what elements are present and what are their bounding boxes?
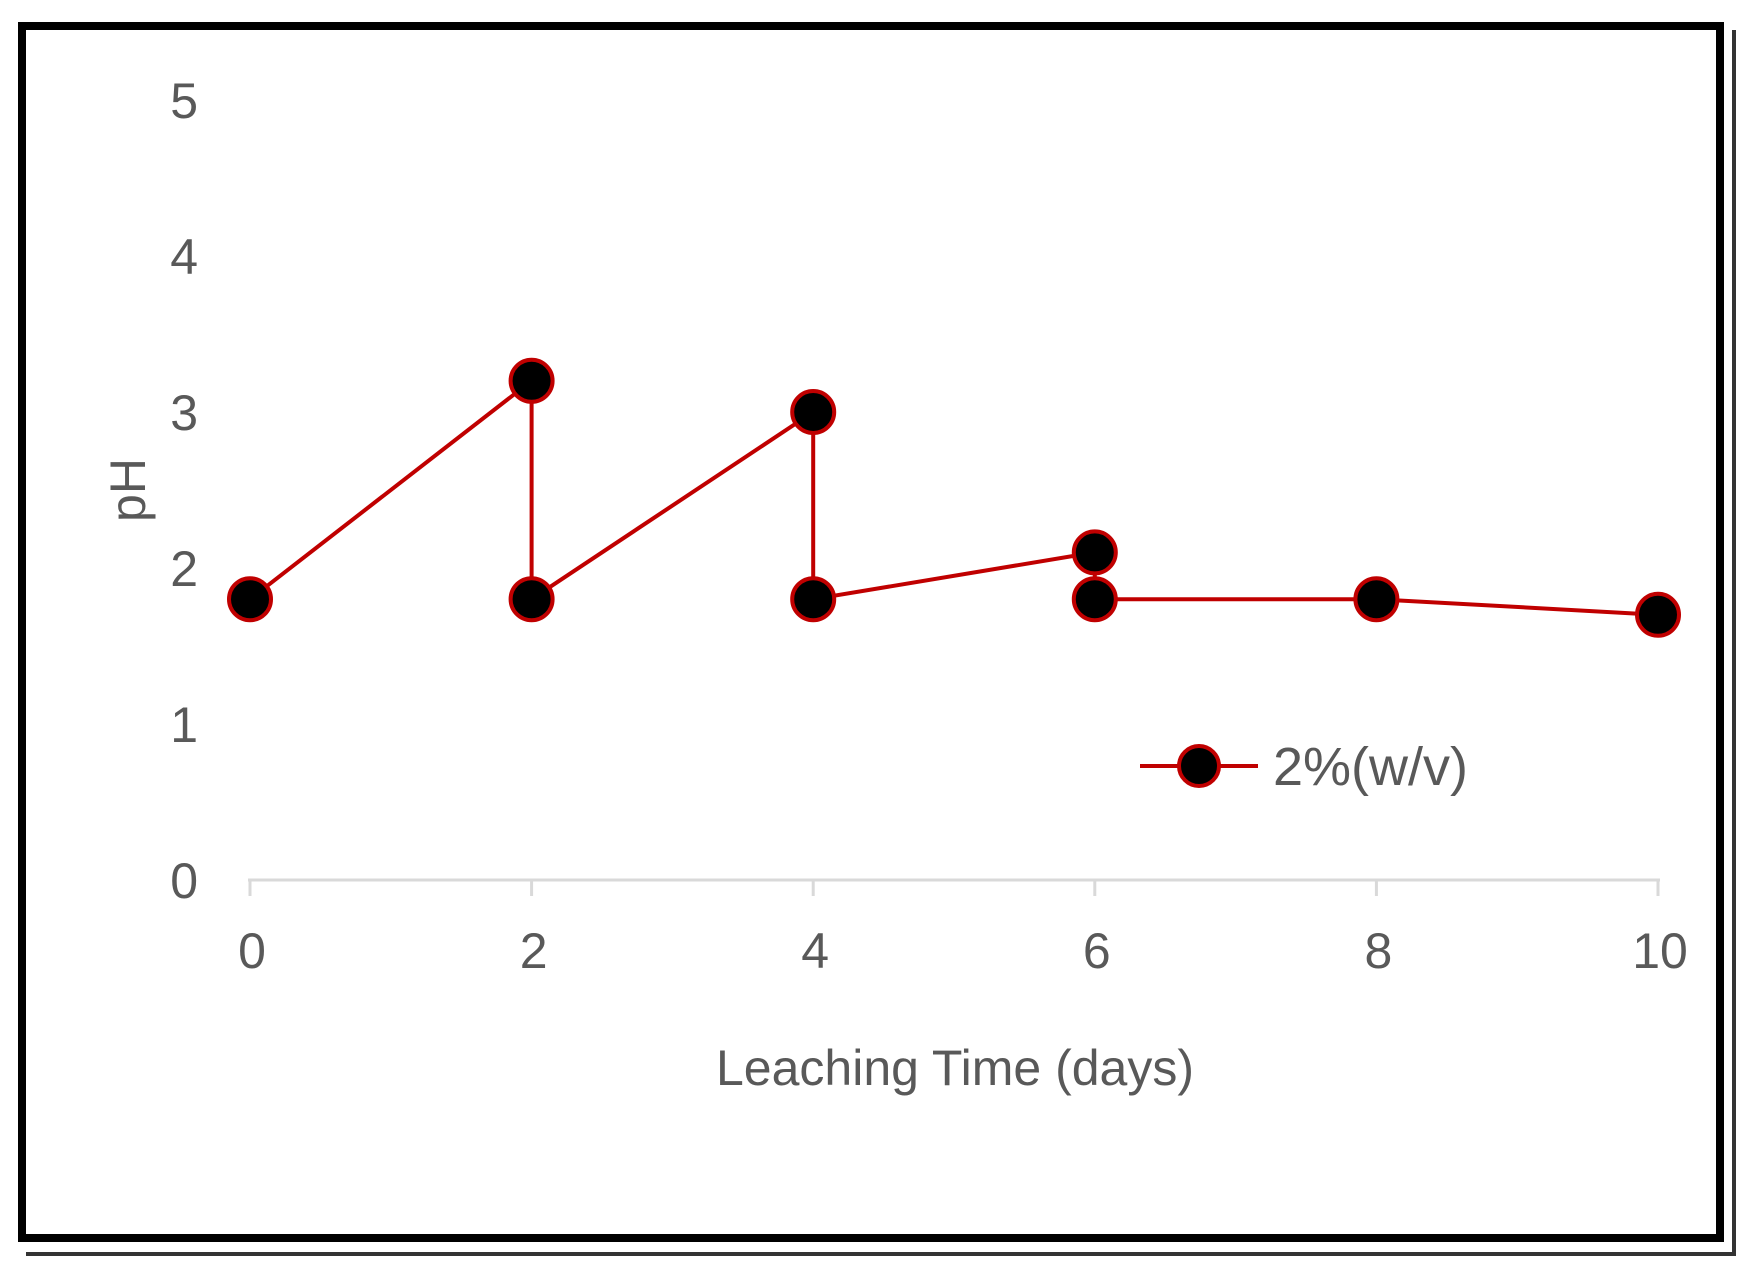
x-axis-ticks: 0 2 4 6 8 10 xyxy=(238,923,1688,979)
y-tick-label: 5 xyxy=(170,73,198,129)
data-point[interactable] xyxy=(1635,591,1681,638)
frame-shadow xyxy=(26,30,1736,1256)
y-tick-label: 3 xyxy=(170,385,198,441)
data-point[interactable] xyxy=(1353,576,1400,623)
data-point[interactable] xyxy=(508,357,555,404)
data-point[interactable] xyxy=(790,576,837,623)
x-tick-label: 6 xyxy=(1083,923,1111,979)
legend[interactable]: 2%(w/v) xyxy=(1140,737,1468,797)
x-axis xyxy=(248,878,1660,896)
x-tick-label: 2 xyxy=(520,923,548,979)
data-point[interactable] xyxy=(1071,529,1118,576)
legend-label: 2%(w/v) xyxy=(1273,737,1468,797)
legend-marker xyxy=(1177,744,1221,788)
x-tick-label: 10 xyxy=(1632,923,1688,979)
series-line xyxy=(248,378,1659,617)
y-tick-label: 0 xyxy=(170,853,198,909)
x-tick-label: 8 xyxy=(1364,923,1392,979)
x-tick-label: 0 xyxy=(238,923,266,979)
series-points xyxy=(227,357,1681,638)
y-tick-label: 2 xyxy=(170,541,198,597)
data-point[interactable] xyxy=(1071,576,1118,623)
y-axis-ticks: 0 1 2 3 4 5 xyxy=(170,73,198,909)
data-point[interactable] xyxy=(227,576,273,623)
x-axis-label: Leaching Time (days) xyxy=(716,1040,1194,1096)
series-lines xyxy=(248,378,1659,617)
data-point[interactable] xyxy=(508,576,555,623)
data-point[interactable] xyxy=(790,389,837,435)
y-tick-label: 4 xyxy=(170,229,198,285)
x-tick-label: 4 xyxy=(801,923,829,979)
chart-frame xyxy=(18,22,1724,1242)
y-axis-label: pH xyxy=(100,458,156,522)
y-tick-label: 1 xyxy=(170,697,198,753)
